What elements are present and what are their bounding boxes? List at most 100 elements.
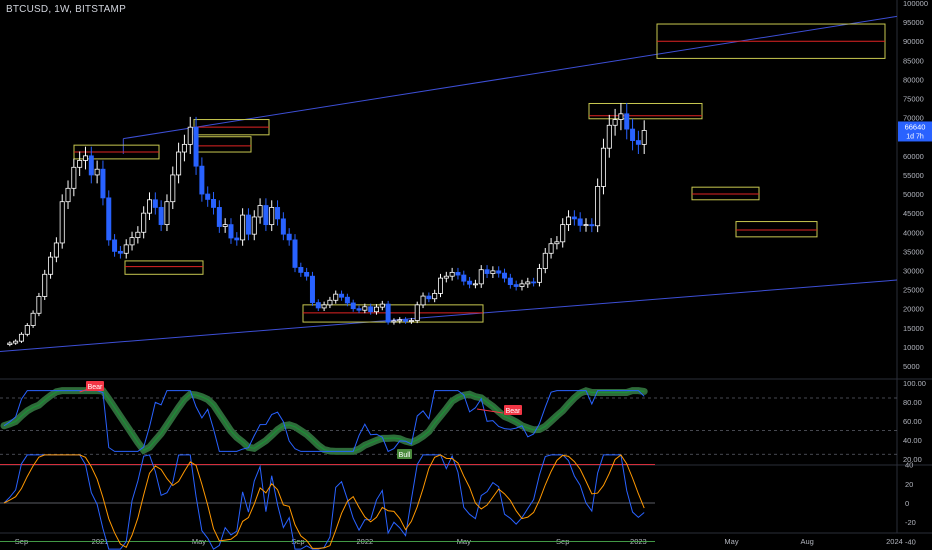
candle-body — [368, 306, 374, 313]
candle-body — [519, 283, 525, 287]
candle-body — [350, 302, 356, 310]
candle-body — [117, 250, 123, 254]
candle-body — [245, 214, 251, 235]
price-tick-label: 90000 — [903, 37, 924, 46]
price-tick-label: 40000 — [903, 228, 924, 237]
candle-body — [24, 325, 30, 335]
price-tick-label: 25000 — [903, 286, 924, 295]
candle-body — [414, 304, 420, 321]
candle-body — [571, 216, 577, 220]
indicator1-tick-label: 80.00 — [903, 398, 922, 407]
candle-body — [432, 292, 438, 300]
candle-body — [612, 119, 618, 126]
candle-body — [408, 320, 414, 322]
candle-body — [94, 168, 100, 176]
candle-body — [88, 155, 94, 176]
candle-body — [222, 224, 228, 227]
time-tick-label: May — [724, 537, 738, 546]
time-tick-label: 2024 — [886, 537, 903, 546]
candle-body — [554, 241, 560, 245]
candle-body — [42, 273, 48, 297]
candle-body — [443, 275, 449, 279]
candle-body — [280, 218, 286, 235]
candle-body — [77, 160, 83, 168]
candle-body — [513, 284, 519, 287]
candle-body — [490, 270, 496, 274]
price-tick-label: 55000 — [903, 171, 924, 180]
candle-body — [71, 166, 77, 189]
candle-body — [548, 243, 554, 254]
indicator1-tick-label: 20.00 — [903, 455, 922, 464]
candle-body — [641, 130, 647, 145]
price-badge-countdown: 1d 7h — [906, 133, 924, 140]
indicator1-main-line — [3, 390, 645, 453]
candle-body — [199, 165, 205, 195]
candle-body — [309, 275, 315, 303]
candle-body — [403, 319, 409, 322]
zone-box — [196, 136, 252, 153]
candle-body — [583, 224, 589, 227]
price-tick-label: 35000 — [903, 247, 924, 256]
candle-body — [507, 277, 513, 286]
indicator2-fast-line — [3, 454, 645, 550]
indicator2-tick-label: 40 — [905, 461, 913, 470]
chart-title: BTCUSD, 1W, BITSTAMP — [6, 4, 126, 15]
bull-label: Bull — [399, 452, 411, 459]
candle-body — [7, 342, 13, 346]
candle-body — [30, 312, 36, 326]
candle-body — [484, 269, 490, 274]
candle-body — [65, 187, 71, 203]
candle-body — [536, 268, 542, 283]
candle-body — [315, 302, 321, 309]
candle-body — [181, 143, 187, 153]
candle-body — [373, 306, 379, 313]
candle-body — [176, 151, 182, 176]
candle-body — [257, 205, 263, 218]
candle-body — [100, 168, 106, 199]
bear-label-box — [504, 405, 522, 415]
price-tick-label: 30000 — [903, 266, 924, 275]
candle-body — [216, 207, 222, 227]
candle-body — [531, 281, 537, 284]
zone-box — [691, 186, 760, 201]
candle-body — [164, 201, 170, 226]
candle-body — [600, 147, 606, 187]
candle-body — [496, 270, 502, 274]
candle-body — [321, 304, 327, 309]
candle-body — [606, 124, 612, 149]
candle-body — [135, 231, 141, 239]
price-tick-label: 50000 — [903, 190, 924, 199]
candle-body — [298, 267, 304, 273]
candle-body — [426, 295, 432, 300]
candle-body — [141, 212, 147, 233]
price-tick-label: 75000 — [903, 95, 924, 104]
indicator2-slow-line — [3, 454, 645, 549]
price-tick-label: 5000 — [903, 362, 920, 371]
lower-trend-line — [0, 279, 898, 352]
candle-body — [327, 299, 333, 306]
candle-body — [362, 306, 368, 311]
candle-body — [397, 319, 403, 322]
candle-body — [251, 216, 257, 235]
candle-body — [577, 218, 583, 226]
candle-body — [286, 233, 292, 241]
price-tick-label: 10000 — [903, 343, 924, 352]
bear-label-box — [86, 381, 104, 391]
time-tick-label: Aug — [800, 537, 813, 546]
candle-body — [449, 271, 455, 277]
candle-body — [211, 199, 217, 208]
candle-body — [566, 216, 572, 226]
candle-body — [48, 256, 54, 275]
candle-body — [455, 271, 461, 276]
candle-body — [542, 252, 548, 269]
candle-body — [129, 237, 135, 246]
candle-body — [391, 320, 397, 323]
price-badge — [898, 121, 932, 142]
candle-body — [82, 155, 88, 161]
candle-body — [595, 186, 601, 227]
zone-box — [588, 102, 703, 120]
indicator2-tick-label: 0 — [905, 499, 909, 508]
candle-body — [170, 174, 176, 203]
candle-body — [146, 199, 152, 214]
